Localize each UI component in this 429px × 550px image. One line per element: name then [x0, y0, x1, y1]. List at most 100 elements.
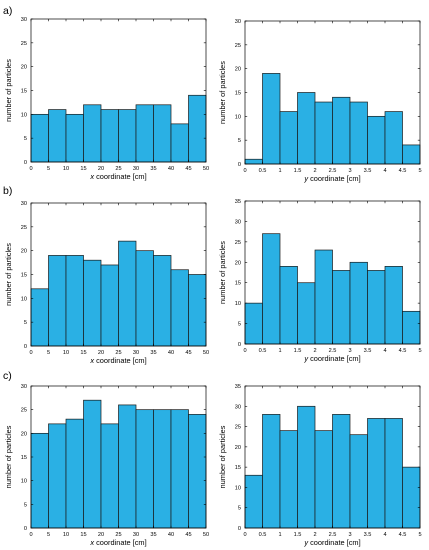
x-axis-unit-text: coordinate [cm] — [308, 538, 361, 547]
x-axis-label: x coordinate [cm] — [89, 356, 146, 365]
histogram-bar — [65, 255, 84, 347]
x-tick-label: 45 — [185, 532, 191, 538]
y-tick-label: 35 — [235, 199, 241, 205]
x-tick-label: 40 — [168, 350, 174, 356]
x-axis-variable: y — [303, 174, 309, 183]
x-tick-label: 35 — [150, 166, 156, 172]
y-tick-label: 20 — [21, 431, 27, 437]
x-tick-label: 1.5 — [294, 168, 302, 174]
y-tick-label: 5 — [24, 320, 27, 326]
histogram-bar — [83, 259, 102, 347]
histogram-bar — [30, 113, 49, 163]
histogram-bar — [153, 409, 172, 529]
y-tick-label: 25 — [21, 225, 27, 231]
y-tick-label: 20 — [235, 67, 241, 73]
x-tick-label: 0.5 — [259, 168, 267, 174]
x-tick-label: 20 — [98, 166, 104, 172]
histogram-bar — [100, 423, 119, 529]
histogram-bar — [65, 113, 84, 163]
x-tick-label: 4 — [383, 348, 386, 354]
y-tick-label: 0 — [24, 160, 27, 166]
x-axis-unit-text: coordinate [cm] — [94, 538, 147, 547]
histogram-bar — [367, 115, 386, 165]
y-tick-label: 5 — [238, 506, 241, 512]
histogram-bar — [188, 414, 207, 529]
x-axis-label: x coordinate [cm] — [89, 172, 146, 181]
y-tick-label: 10 — [21, 296, 27, 302]
histogram-bar — [135, 409, 154, 529]
x-tick-label: 2.5 — [329, 348, 337, 354]
y-tick-label: 10 — [21, 112, 27, 118]
y-tick-label: 30 — [235, 404, 241, 410]
histogram-bar — [314, 430, 333, 529]
y-axis-label: number of particles — [218, 241, 227, 304]
histogram-bar — [367, 418, 386, 529]
x-tick-label: 5 — [418, 348, 421, 354]
y-tick-label: 20 — [21, 249, 27, 255]
x-tick-label: 5 — [47, 166, 50, 172]
histogram-bar — [244, 302, 263, 345]
histogram-bar — [83, 399, 102, 529]
histogram-bar — [244, 474, 263, 529]
x-tick-label: 2.5 — [329, 532, 337, 538]
x-tick-label: 0 — [29, 532, 32, 538]
histogram-bar — [402, 466, 421, 529]
y-tick-label: 20 — [21, 65, 27, 71]
x-tick-label: 20 — [98, 532, 104, 538]
y-tick-label: 30 — [21, 17, 27, 23]
y-tick-label: 15 — [21, 273, 27, 279]
histogram-chart: 0 0.5 1 1.5 2 2.5 3 3.5 4 4.5 5 0 5 10 15 20 25 30 35 y coo… — [218, 384, 422, 547]
histogram-bar — [83, 104, 102, 163]
x-tick-label: 4 — [383, 168, 386, 174]
x-tick-label: 0 — [243, 168, 246, 174]
x-tick-label: 4.5 — [399, 348, 407, 354]
y-axis-label: number of particles — [4, 59, 13, 122]
histogram-bar — [279, 266, 298, 345]
histogram-bar — [367, 270, 386, 345]
panel-label-c: c) — [3, 370, 12, 382]
histogram-bar — [402, 310, 421, 345]
histogram-bar — [135, 250, 154, 347]
x-tick-label: 35 — [150, 532, 156, 538]
histogram-bar — [297, 405, 316, 529]
x-axis-variable: x — [89, 538, 94, 547]
x-tick-label: 40 — [168, 166, 174, 172]
x-tick-label: 30 — [133, 350, 139, 356]
x-axis-variable: x — [89, 356, 94, 365]
x-axis-unit-text: coordinate [cm] — [94, 356, 147, 365]
histogram-bar — [279, 111, 298, 165]
x-axis-label: y coordinate [cm] — [303, 174, 360, 183]
y-tick-label: 0 — [24, 344, 27, 350]
y-tick-label: 20 — [235, 260, 241, 266]
histogram-bar — [48, 109, 67, 163]
histogram-bar — [170, 409, 189, 529]
histogram-bar — [118, 240, 137, 347]
y-axis-label: number of particles — [4, 243, 13, 306]
x-tick-label: 20 — [98, 350, 104, 356]
histogram-bar — [332, 96, 351, 165]
histogram-bar — [262, 414, 281, 529]
x-tick-label: 30 — [133, 166, 139, 172]
y-tick-label: 10 — [21, 479, 27, 485]
y-axis-label: number of particles — [218, 425, 227, 488]
histogram-bar — [153, 104, 172, 163]
x-tick-label: 4.5 — [399, 168, 407, 174]
y-tick-label: 25 — [21, 41, 27, 47]
y-tick-label: 30 — [21, 384, 27, 390]
histogram-chart: 0 0.5 1 1.5 2 2.5 3 3.5 4 4.5 5 0 5 10 15 20 25 30 y coord… — [218, 19, 422, 183]
x-tick-label: 2.5 — [329, 168, 337, 174]
y-tick-label: 25 — [235, 425, 241, 431]
x-tick-label: 5 — [47, 350, 50, 356]
histogram-bar — [297, 282, 316, 345]
x-tick-label: 5 — [418, 168, 421, 174]
y-tick-label: 15 — [235, 281, 241, 287]
histogram-bar — [402, 144, 421, 165]
x-tick-label: 3.5 — [364, 532, 372, 538]
y-tick-label: 15 — [21, 89, 27, 95]
x-tick-label: 45 — [185, 350, 191, 356]
x-tick-label: 15 — [80, 166, 86, 172]
histogram-bar — [48, 423, 67, 529]
x-tick-label: 4 — [383, 532, 386, 538]
